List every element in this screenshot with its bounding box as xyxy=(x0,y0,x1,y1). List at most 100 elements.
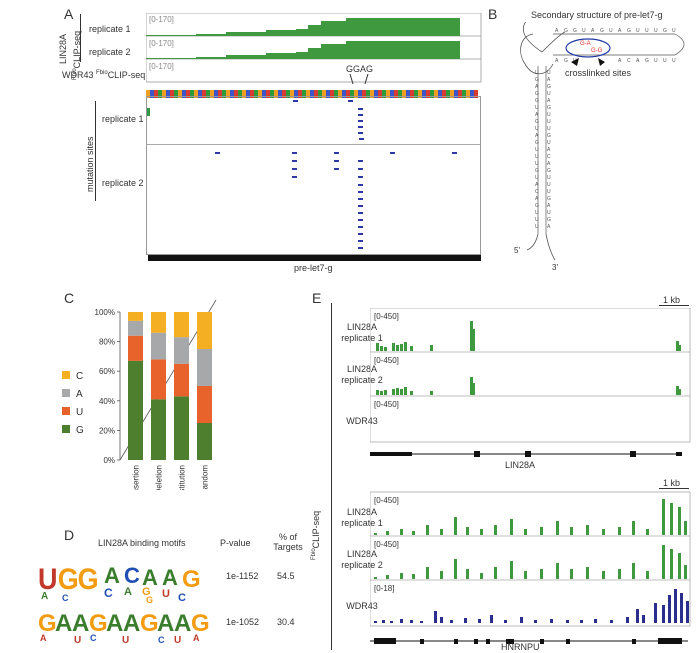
panel-c-letter: C xyxy=(64,290,75,306)
coverage-peak xyxy=(602,571,605,579)
mutation-mark xyxy=(292,152,297,154)
svg-text:C: C xyxy=(547,154,551,160)
svg-text:G: G xyxy=(547,84,551,90)
motif-logo-1: U G G A C A A G A C C A G G U C xyxy=(38,563,201,605)
bar-U-Insertion xyxy=(128,335,143,361)
coverage-peak xyxy=(440,617,443,623)
mutation-mark xyxy=(334,160,339,162)
three-prime-end: 3' xyxy=(552,263,558,272)
svg-text:G: G xyxy=(547,105,551,111)
scale-label-1: 1 kb xyxy=(663,295,681,305)
mutation-mark xyxy=(334,152,339,154)
svg-text:U: U xyxy=(535,224,539,230)
svg-text:G: G xyxy=(547,196,551,202)
panel-b-letter: B xyxy=(488,6,498,22)
svg-text:U: U xyxy=(74,635,81,646)
coverage-peak xyxy=(510,561,513,579)
mutation-mark xyxy=(358,247,363,249)
svg-text:G-A: G-A xyxy=(580,41,591,47)
coverage-peak xyxy=(386,575,389,579)
coverage-peak xyxy=(426,567,429,579)
coverage-peak xyxy=(540,527,543,535)
coverage-peak xyxy=(678,345,681,351)
coverage-peak xyxy=(662,545,665,579)
mutation-mark xyxy=(358,205,363,207)
coverage-peak xyxy=(396,388,399,395)
coverage-peak xyxy=(642,615,645,623)
e2-label-lin28a-rep2: LIN28A replicate 2 xyxy=(341,549,383,570)
y-tick-label: 60% xyxy=(99,367,115,376)
rna-structure: U UG AA GG UG AU GA UG UU UA GG UU AU CU AG GU UA UC UA GG A… xyxy=(514,22,685,272)
bar-C-Deletion xyxy=(151,312,166,333)
mutation-mark xyxy=(358,120,363,122)
y-tick-label: 100% xyxy=(95,308,115,317)
svg-text:G: G xyxy=(58,563,79,597)
category-label: Random xyxy=(201,465,210,490)
bar-A-Random xyxy=(197,349,212,386)
gene-label-lin28a: LIN28A xyxy=(505,460,536,470)
coverage-peak xyxy=(524,571,527,579)
svg-text:U: U xyxy=(654,28,658,34)
e-range-5: [0-450] xyxy=(374,540,399,549)
coverage-peak xyxy=(556,521,559,535)
track-label-rep1: replicate 1 xyxy=(89,24,131,34)
mutation-row-divider xyxy=(147,144,480,145)
svg-text:A: A xyxy=(555,28,559,34)
svg-text:A: A xyxy=(535,112,539,118)
svg-text:A: A xyxy=(591,28,595,34)
scale-label-2: 1 kb xyxy=(663,478,681,488)
svg-text:U: U xyxy=(663,58,667,64)
mutation-mark xyxy=(358,114,363,116)
arm-nucleotides: AAGGGUUAGUAAGCUAUGUUGUUU xyxy=(555,28,676,64)
svg-text:G: G xyxy=(191,610,210,637)
track-label-wdr43: WDR43 FbioCLIP-seq xyxy=(62,70,146,80)
svg-text:C: C xyxy=(124,563,140,588)
y-tick-label: 20% xyxy=(99,426,115,435)
legend-swatch-G xyxy=(62,425,70,433)
svg-text:U: U xyxy=(547,175,551,181)
coverage-peak xyxy=(450,620,453,623)
svg-text:U: U xyxy=(535,154,539,160)
stacked-bar-chart: 0% 20% 40% 60% 80% 100% Insertion Deletion Subst… xyxy=(62,300,217,490)
coverage-peak xyxy=(410,346,413,351)
scale-bar-2 xyxy=(659,488,689,489)
rep1-range: [0-170] xyxy=(149,15,174,24)
coverage-peak xyxy=(678,389,681,395)
svg-text:A: A xyxy=(55,610,72,637)
coverage-peak xyxy=(400,619,403,623)
coverage-peak xyxy=(586,525,589,535)
sequence-bar xyxy=(146,85,481,116)
structure-title: Secondary structure of pre-let7-g xyxy=(531,10,663,20)
panel-a-letter: A xyxy=(64,6,74,22)
mutation-mark xyxy=(358,191,363,193)
svg-text:U: U xyxy=(547,189,551,195)
mutation-mark xyxy=(358,219,363,221)
coverage-peak xyxy=(676,386,679,395)
coverage-peak xyxy=(386,531,389,535)
bar-G-Insertion xyxy=(128,360,143,460)
e-label-lin28a-rep1: LIN28A replicate 1 xyxy=(341,322,383,343)
mutation-mark xyxy=(358,226,363,228)
svg-text:A: A xyxy=(535,182,539,188)
bar-G-Substitution xyxy=(174,396,189,460)
category-label: Insertion xyxy=(132,465,141,490)
coverage-peak xyxy=(636,609,639,623)
svg-text:A: A xyxy=(41,591,48,602)
coverage-peak xyxy=(472,383,475,395)
mutation-mark xyxy=(358,160,363,162)
coverage-peak xyxy=(524,529,527,535)
svg-text:G: G xyxy=(535,98,539,104)
crosslink-arrow-left xyxy=(571,58,579,66)
coverage-peak xyxy=(676,341,679,351)
coverage-peak xyxy=(678,507,681,535)
mutation-mark xyxy=(292,176,297,178)
svg-text:U: U xyxy=(672,58,676,64)
svg-text:A: A xyxy=(547,203,551,209)
coverage-peak xyxy=(430,391,433,395)
coverage-peak xyxy=(420,621,423,623)
motif-ticks xyxy=(349,74,369,85)
bar-A-Substitution xyxy=(174,337,189,364)
svg-text:G: G xyxy=(564,58,568,64)
coverage-peak xyxy=(540,569,543,579)
crosslink-arrow-right xyxy=(598,58,605,66)
